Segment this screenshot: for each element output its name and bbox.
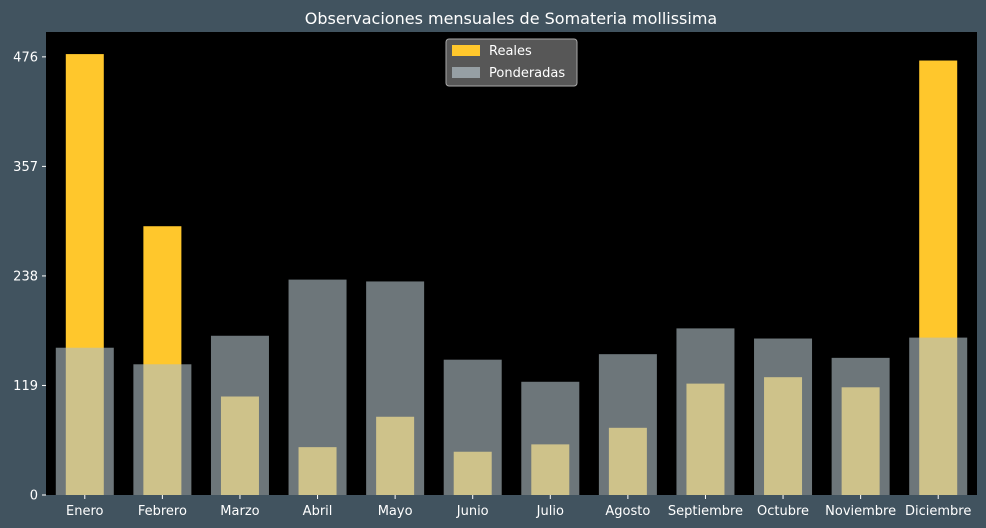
- legend: Reales Ponderadas: [445, 38, 578, 87]
- bar-ponderadas-marzo: [210, 335, 269, 495]
- x-tick-label-junio: Junio: [456, 504, 489, 519]
- y-tick-label-119: 119: [13, 379, 38, 394]
- x-tick-label-septiembre: Septiembre: [668, 504, 743, 519]
- legend-swatch-ponderadas: [452, 67, 480, 78]
- bar-ponderadas-enero: [55, 347, 114, 495]
- chart-title: Observaciones mensuales de Somateria mol…: [305, 9, 717, 28]
- y-tick-label-238: 238: [13, 269, 38, 284]
- axis-layer: 0 119 238 357 476 Enero Febrero Marzo Abril Mayo J…: [13, 50, 971, 519]
- x-tick-label-enero: Enero: [66, 504, 104, 519]
- y-tick-label-357: 357: [13, 160, 38, 175]
- x-tick-label-abril: Abril: [303, 504, 333, 519]
- x-tick-label-agosto: Agosto: [605, 504, 650, 519]
- bar-ponderadas-junio: [443, 359, 502, 495]
- legend-swatch-reales: [452, 45, 480, 56]
- x-tick-label-febrero: Febrero: [138, 504, 187, 519]
- legend-label-ponderadas: Ponderadas: [489, 66, 565, 81]
- bar-ponderadas-mayo: [366, 281, 425, 495]
- x-tick-label-noviembre: Noviembre: [825, 504, 896, 519]
- bar-ponderadas-abril: [288, 279, 347, 495]
- bars-layer: [55, 54, 968, 496]
- bar-ponderadas-diciembre: [909, 337, 968, 495]
- x-tick-label-diciembre: Diciembre: [905, 504, 971, 519]
- x-tick-label-octubre: Octubre: [757, 504, 809, 519]
- bar-ponderadas-noviembre: [831, 357, 890, 495]
- x-tick-label-julio: Julio: [536, 504, 564, 519]
- y-tick-label-476: 476: [13, 50, 38, 65]
- bar-ponderadas-agosto: [598, 354, 657, 495]
- x-tick-label-marzo: Marzo: [220, 504, 259, 519]
- bar-ponderadas-octubre: [754, 338, 813, 495]
- x-tick-label-mayo: Mayo: [378, 504, 413, 519]
- y-tick-label-0: 0: [30, 489, 38, 504]
- legend-label-reales: Reales: [489, 44, 532, 59]
- bar-ponderadas-septiembre: [676, 328, 735, 495]
- bar-ponderadas-febrero: [133, 364, 192, 495]
- bar-ponderadas-julio: [521, 381, 580, 495]
- plot-area: [46, 32, 977, 495]
